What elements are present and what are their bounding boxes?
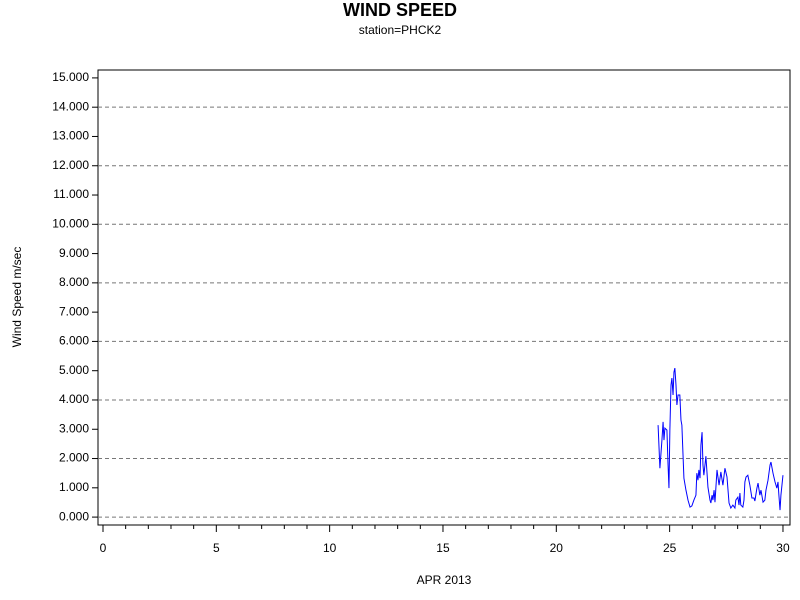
- y-axis-label: Wind Speed m/sec: [10, 247, 24, 348]
- y-tick-label: 3.000: [59, 421, 89, 435]
- y-tick-label: 9.000: [59, 246, 89, 260]
- x-axis-label: APR 2013: [417, 573, 472, 587]
- x-tick-label: 20: [550, 541, 564, 555]
- y-tick-label: 6.000: [59, 334, 89, 348]
- y-tick-label: 5.000: [59, 363, 89, 377]
- plot-frame: [97, 69, 791, 526]
- chart-subtitle: station=PHCK2: [359, 23, 442, 37]
- x-tick-label: 25: [663, 541, 677, 555]
- y-tick-label: 15.000: [52, 70, 89, 84]
- x-tick-label: 15: [436, 541, 450, 555]
- x-tick-label: 30: [776, 541, 790, 555]
- y-tick-label: 13.000: [52, 129, 89, 143]
- y-tick-label: 14.000: [52, 99, 89, 113]
- y-tick-label: 10.000: [52, 216, 89, 230]
- y-tick-label: 0.000: [59, 509, 89, 523]
- x-tick-label: 10: [323, 541, 337, 555]
- y-tick-label: 12.000: [52, 158, 89, 172]
- y-tick-label: 11.000: [53, 187, 89, 201]
- x-tick-label: 5: [213, 541, 220, 555]
- y-tick-label: 8.000: [59, 275, 89, 289]
- y-tick-label: 1.000: [59, 480, 89, 494]
- y-tick-label: 2.000: [59, 451, 89, 465]
- data-line: [657, 367, 784, 511]
- y-tick-label: 4.000: [59, 392, 89, 406]
- y-tick-label: 7.000: [59, 304, 89, 318]
- x-tick-label: 0: [100, 541, 107, 555]
- chart-title: WIND SPEED: [343, 0, 457, 20]
